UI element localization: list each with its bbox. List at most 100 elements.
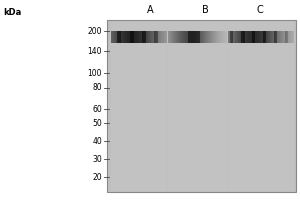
Bar — [223, 31, 224, 43]
Text: 30: 30 — [92, 154, 102, 164]
Text: C: C — [256, 5, 263, 15]
Text: 100: 100 — [88, 68, 102, 77]
Bar — [112, 31, 113, 43]
Bar — [169, 31, 170, 43]
Bar — [143, 31, 145, 43]
Bar — [158, 31, 159, 43]
Bar — [289, 31, 290, 43]
Bar — [176, 31, 177, 43]
Bar — [237, 31, 238, 43]
Bar — [269, 31, 270, 43]
Bar — [208, 31, 209, 43]
Bar — [154, 31, 155, 43]
Bar — [133, 31, 134, 43]
Bar — [272, 31, 273, 43]
Bar — [151, 31, 152, 43]
Bar — [240, 31, 242, 43]
Bar — [174, 31, 175, 43]
Bar — [210, 31, 211, 43]
Bar — [256, 31, 258, 43]
Text: 80: 80 — [92, 83, 102, 92]
Bar — [243, 31, 245, 43]
Bar — [182, 31, 183, 43]
Bar — [155, 31, 157, 43]
Bar — [130, 31, 131, 43]
Bar — [207, 31, 208, 43]
Bar — [192, 31, 194, 43]
Bar — [200, 31, 202, 43]
Text: 200: 200 — [88, 26, 102, 36]
Bar — [215, 31, 216, 43]
Text: kDa: kDa — [3, 8, 21, 17]
Bar — [287, 31, 289, 43]
Bar — [278, 31, 279, 43]
Bar — [224, 31, 225, 43]
Bar — [252, 31, 253, 43]
Bar — [222, 31, 223, 43]
Bar — [246, 31, 247, 43]
Bar — [134, 31, 135, 43]
Bar — [282, 31, 283, 43]
Bar — [266, 31, 268, 43]
Bar — [231, 31, 233, 43]
Bar — [183, 31, 184, 43]
Bar — [281, 31, 282, 43]
Bar — [142, 31, 143, 43]
Bar — [181, 31, 182, 43]
Bar — [130, 31, 132, 43]
Bar — [125, 31, 126, 43]
Bar — [180, 31, 181, 43]
Bar — [140, 31, 141, 43]
Bar — [161, 31, 162, 43]
Bar — [274, 31, 276, 43]
Bar — [116, 31, 117, 43]
Bar — [159, 31, 160, 43]
Bar — [196, 31, 198, 43]
Bar — [228, 20, 294, 192]
Bar — [156, 31, 158, 43]
Bar — [247, 31, 248, 43]
Bar — [220, 31, 221, 43]
Bar — [236, 31, 237, 43]
Bar — [163, 31, 164, 43]
Bar — [118, 31, 119, 43]
Bar — [232, 31, 234, 43]
Bar — [292, 31, 293, 43]
Bar — [261, 31, 262, 43]
Bar — [142, 31, 144, 43]
Bar — [190, 31, 192, 43]
Bar — [136, 31, 137, 43]
Bar — [137, 31, 138, 43]
Bar — [235, 31, 236, 43]
Bar — [148, 31, 149, 43]
Bar — [177, 31, 178, 43]
Bar — [170, 31, 171, 43]
Bar — [126, 31, 127, 43]
Bar — [154, 31, 156, 43]
Bar — [204, 31, 206, 43]
Bar — [166, 31, 167, 43]
Bar — [266, 31, 267, 43]
Bar — [144, 31, 145, 43]
Bar — [258, 31, 259, 43]
Bar — [211, 31, 212, 43]
Bar — [291, 31, 292, 43]
Bar — [121, 31, 122, 43]
Bar — [173, 31, 174, 43]
Text: A: A — [147, 5, 153, 15]
Bar — [118, 31, 120, 43]
Bar — [116, 31, 118, 43]
Bar — [135, 31, 136, 43]
Bar — [113, 31, 114, 43]
Bar — [219, 31, 220, 43]
Bar — [239, 31, 240, 43]
Bar — [233, 31, 235, 43]
Bar — [111, 20, 166, 192]
Bar — [212, 31, 213, 43]
Bar — [229, 31, 230, 43]
Bar — [122, 31, 123, 43]
Bar — [283, 31, 284, 43]
Bar — [194, 31, 196, 43]
Bar — [160, 31, 161, 43]
Bar — [271, 31, 272, 43]
